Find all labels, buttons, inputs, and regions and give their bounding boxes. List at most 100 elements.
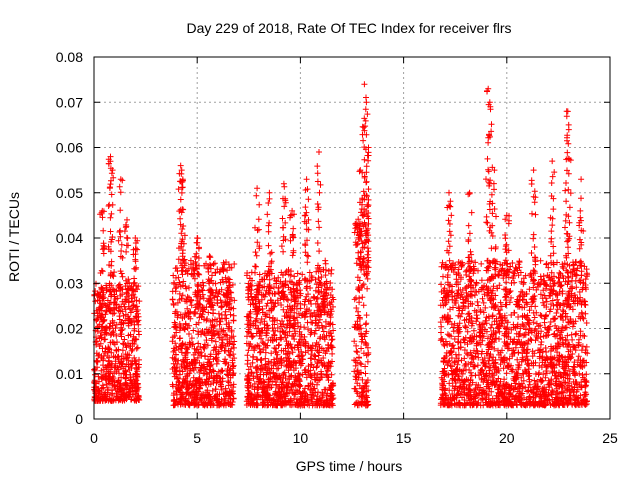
data-point-marker: [201, 316, 207, 323]
data-point-marker: [172, 365, 179, 372]
data-point-marker: [190, 351, 197, 358]
data-point-marker: [133, 345, 140, 352]
data-point-marker: [130, 387, 136, 394]
data-point-marker: [172, 310, 178, 317]
data-point-marker: [280, 370, 287, 377]
data-point-marker: [94, 310, 101, 317]
data-point-marker: [171, 370, 178, 377]
data-point-marker: [124, 384, 131, 391]
data-point-marker: [212, 330, 219, 337]
data-point-marker: [133, 397, 140, 404]
data-point-marker: [271, 373, 278, 380]
data-point-marker: [108, 331, 115, 337]
data-point-marker: [303, 285, 310, 292]
data-point-marker: [245, 347, 252, 354]
data-point-marker: [175, 274, 182, 281]
data-point-marker: [188, 335, 195, 342]
data-point-marker: [116, 316, 123, 323]
data-point-marker: [180, 359, 187, 365]
data-point-marker: [101, 393, 108, 400]
data-point-marker: [100, 289, 107, 296]
data-point-marker: [115, 237, 122, 244]
data-point-marker: [133, 383, 140, 390]
data-point-marker: [178, 189, 185, 196]
data-point-marker: [176, 327, 183, 334]
data-point-marker: [106, 376, 113, 383]
data-point-marker: [223, 371, 230, 378]
data-point-marker: [117, 176, 124, 183]
data-point-marker: [219, 303, 225, 310]
data-point-marker: [100, 242, 107, 249]
data-point-marker: [195, 402, 202, 409]
data-point-marker: [223, 259, 229, 266]
data-point-marker: [259, 339, 266, 346]
data-point-marker: [169, 354, 176, 361]
data-point-marker: [222, 274, 229, 281]
data-point-marker: [208, 277, 215, 284]
data-point-marker: [109, 396, 115, 403]
data-point-marker: [111, 382, 118, 389]
data-point-marker: [211, 260, 218, 267]
data-point-marker: [198, 329, 205, 336]
data-point-marker: [133, 314, 140, 321]
data-point-marker: [107, 339, 114, 346]
data-point-marker: [203, 337, 210, 344]
data-point-marker: [207, 351, 214, 358]
data-point-marker: [215, 402, 222, 409]
data-point-marker: [303, 293, 310, 300]
data-point-marker: [174, 375, 180, 382]
data-point-marker: [109, 317, 116, 324]
data-point-marker: [172, 358, 179, 364]
data-point-marker: [125, 299, 132, 306]
data-point-marker: [185, 265, 192, 272]
data-point-marker: [136, 356, 142, 363]
data-point-marker: [188, 261, 194, 268]
data-point-marker: [104, 384, 111, 391]
data-point-marker: [229, 357, 236, 364]
data-point-marker: [134, 385, 141, 392]
data-point-marker: [227, 366, 234, 373]
data-point-marker: [109, 201, 116, 208]
data-point-marker: [177, 260, 184, 267]
data-point-marker: [123, 234, 130, 241]
data-point-marker: [130, 315, 137, 322]
data-point-marker: [175, 256, 182, 263]
data-point-marker: [186, 339, 193, 346]
data-point-marker: [289, 345, 295, 352]
data-point-marker: [222, 312, 229, 318]
data-point-marker: [179, 368, 186, 375]
data-point-marker: [126, 279, 133, 286]
data-point-marker: [249, 353, 256, 360]
data-point-marker: [187, 367, 194, 374]
data-point-marker: [131, 294, 138, 301]
data-point-marker: [195, 300, 202, 307]
data-point-marker: [291, 273, 298, 280]
data-point-marker: [170, 334, 176, 341]
data-point-marker: [102, 375, 109, 382]
data-point-marker: [197, 395, 204, 402]
data-point-marker: [170, 348, 177, 355]
data-point-marker: [113, 347, 120, 354]
data-point-marker: [121, 228, 128, 235]
data-point-marker: [183, 395, 189, 402]
data-point-marker: [171, 319, 178, 326]
data-point-marker: [113, 390, 120, 397]
data-point-marker: [231, 297, 238, 304]
data-point-marker: [206, 391, 213, 398]
data-point-marker: [216, 321, 223, 328]
data-point-marker: [215, 310, 222, 317]
data-point-marker: [226, 264, 233, 271]
data-point-marker: [193, 262, 200, 268]
data-point-marker: [262, 355, 269, 362]
data-point-marker: [207, 381, 214, 388]
data-point-marker: [118, 353, 125, 360]
data-point-marker: [186, 284, 192, 291]
data-point-marker: [229, 281, 236, 288]
data-point-marker: [193, 384, 200, 391]
data-point-marker: [133, 371, 140, 378]
data-point-marker: [175, 312, 182, 319]
data-point-marker: [177, 162, 184, 169]
data-point-marker: [176, 335, 183, 342]
data-point-marker: [111, 269, 118, 276]
data-point-marker: [230, 362, 237, 369]
